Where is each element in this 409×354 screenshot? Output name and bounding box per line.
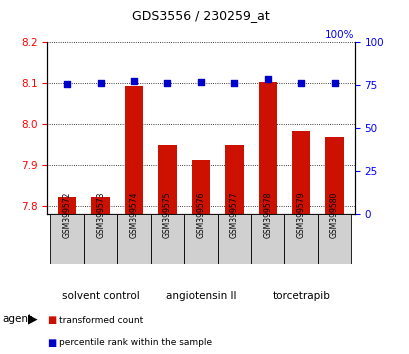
Text: GSM399574: GSM399574 [129, 192, 138, 238]
Point [197, 79, 204, 85]
FancyBboxPatch shape [317, 214, 351, 264]
Text: GSM399576: GSM399576 [196, 192, 205, 238]
Text: GSM399572: GSM399572 [63, 192, 72, 238]
FancyBboxPatch shape [217, 214, 250, 264]
Text: transformed count: transformed count [59, 316, 143, 325]
Text: GSM399578: GSM399578 [263, 192, 272, 238]
Point [97, 80, 103, 86]
FancyBboxPatch shape [50, 214, 84, 264]
Text: percentile rank within the sample: percentile rank within the sample [59, 338, 212, 347]
FancyBboxPatch shape [84, 214, 117, 264]
Bar [58, 198, 76, 214]
Point [264, 76, 270, 81]
Point [231, 80, 237, 86]
Point [64, 81, 70, 86]
Point [297, 80, 304, 86]
Text: solvent control: solvent control [62, 291, 139, 301]
FancyBboxPatch shape [184, 214, 217, 264]
Point [164, 80, 170, 86]
Text: agent: agent [2, 314, 32, 324]
Bar [191, 160, 209, 214]
Text: GSM399577: GSM399577 [229, 192, 238, 238]
Text: torcetrapib: torcetrapib [272, 291, 329, 301]
Bar [258, 82, 276, 214]
Text: ■: ■ [47, 315, 56, 325]
Text: GDS3556 / 230259_at: GDS3556 / 230259_at [132, 10, 269, 22]
Text: angiotensin II: angiotensin II [165, 291, 236, 301]
FancyBboxPatch shape [284, 214, 317, 264]
Point [330, 80, 337, 86]
Point [130, 78, 137, 84]
Bar [158, 145, 176, 214]
FancyBboxPatch shape [250, 214, 284, 264]
FancyBboxPatch shape [117, 214, 151, 264]
Bar [225, 145, 243, 214]
FancyBboxPatch shape [151, 214, 184, 264]
Text: GSM399579: GSM399579 [296, 192, 305, 238]
Bar [291, 131, 310, 214]
Text: ■: ■ [47, 338, 56, 348]
Text: GSM399580: GSM399580 [329, 192, 338, 238]
Text: GSM399575: GSM399575 [163, 192, 171, 238]
Text: GSM399573: GSM399573 [96, 192, 105, 238]
Text: 100%: 100% [324, 30, 354, 40]
Bar [91, 198, 110, 214]
Bar [325, 137, 343, 214]
Text: ▶: ▶ [28, 313, 37, 325]
Bar [125, 86, 143, 214]
